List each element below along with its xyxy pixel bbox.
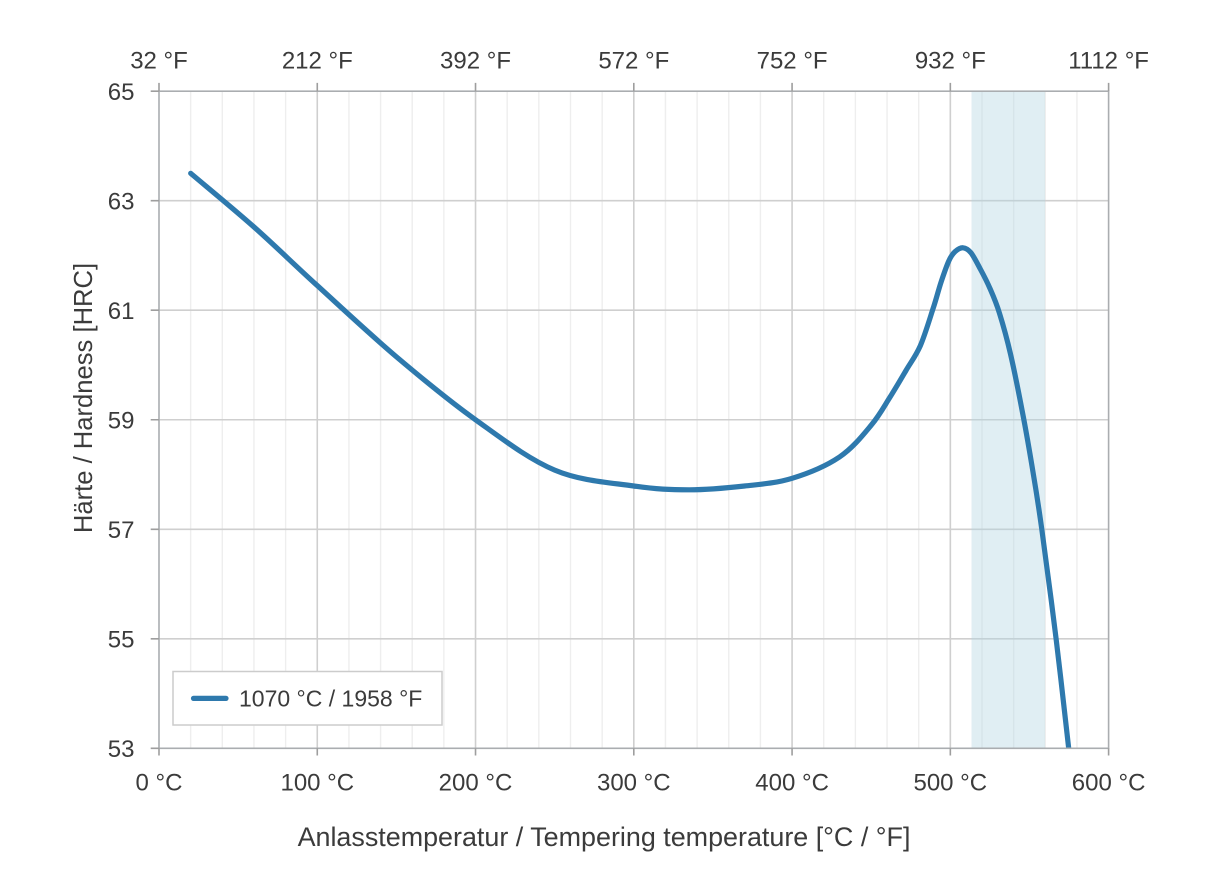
svg-text:53: 53 (108, 736, 135, 763)
svg-text:0 °C: 0 °C (136, 770, 183, 797)
svg-text:59: 59 (108, 407, 135, 434)
svg-text:1070 °C / 1958 °F: 1070 °C / 1958 °F (239, 685, 422, 711)
svg-text:600 °C: 600 °C (1072, 770, 1146, 797)
svg-text:500 °C: 500 °C (913, 770, 987, 797)
svg-text:100 °C: 100 °C (280, 770, 354, 797)
svg-text:200 °C: 200 °C (439, 770, 513, 797)
svg-text:1112 °F: 1112 °F (1068, 48, 1149, 75)
svg-text:61: 61 (108, 298, 135, 325)
svg-text:752 °F: 752 °F (757, 48, 828, 75)
svg-text:400 °C: 400 °C (755, 770, 829, 797)
svg-text:572 °F: 572 °F (598, 48, 669, 75)
svg-text:65: 65 (108, 79, 135, 106)
svg-text:392 °F: 392 °F (440, 48, 511, 75)
svg-text:63: 63 (108, 188, 135, 215)
svg-text:55: 55 (108, 627, 135, 654)
svg-text:300 °C: 300 °C (597, 770, 671, 797)
svg-text:32 °F: 32 °F (130, 48, 188, 75)
svg-text:932 °F: 932 °F (915, 48, 986, 75)
svg-text:Anlasstemperatur / Tempering t: Anlasstemperatur / Tempering temperature… (298, 822, 911, 852)
svg-text:Härte / Hardness [HRC]: Härte / Hardness [HRC] (70, 263, 98, 533)
svg-text:212 °F: 212 °F (282, 48, 353, 75)
svg-text:57: 57 (108, 517, 135, 544)
